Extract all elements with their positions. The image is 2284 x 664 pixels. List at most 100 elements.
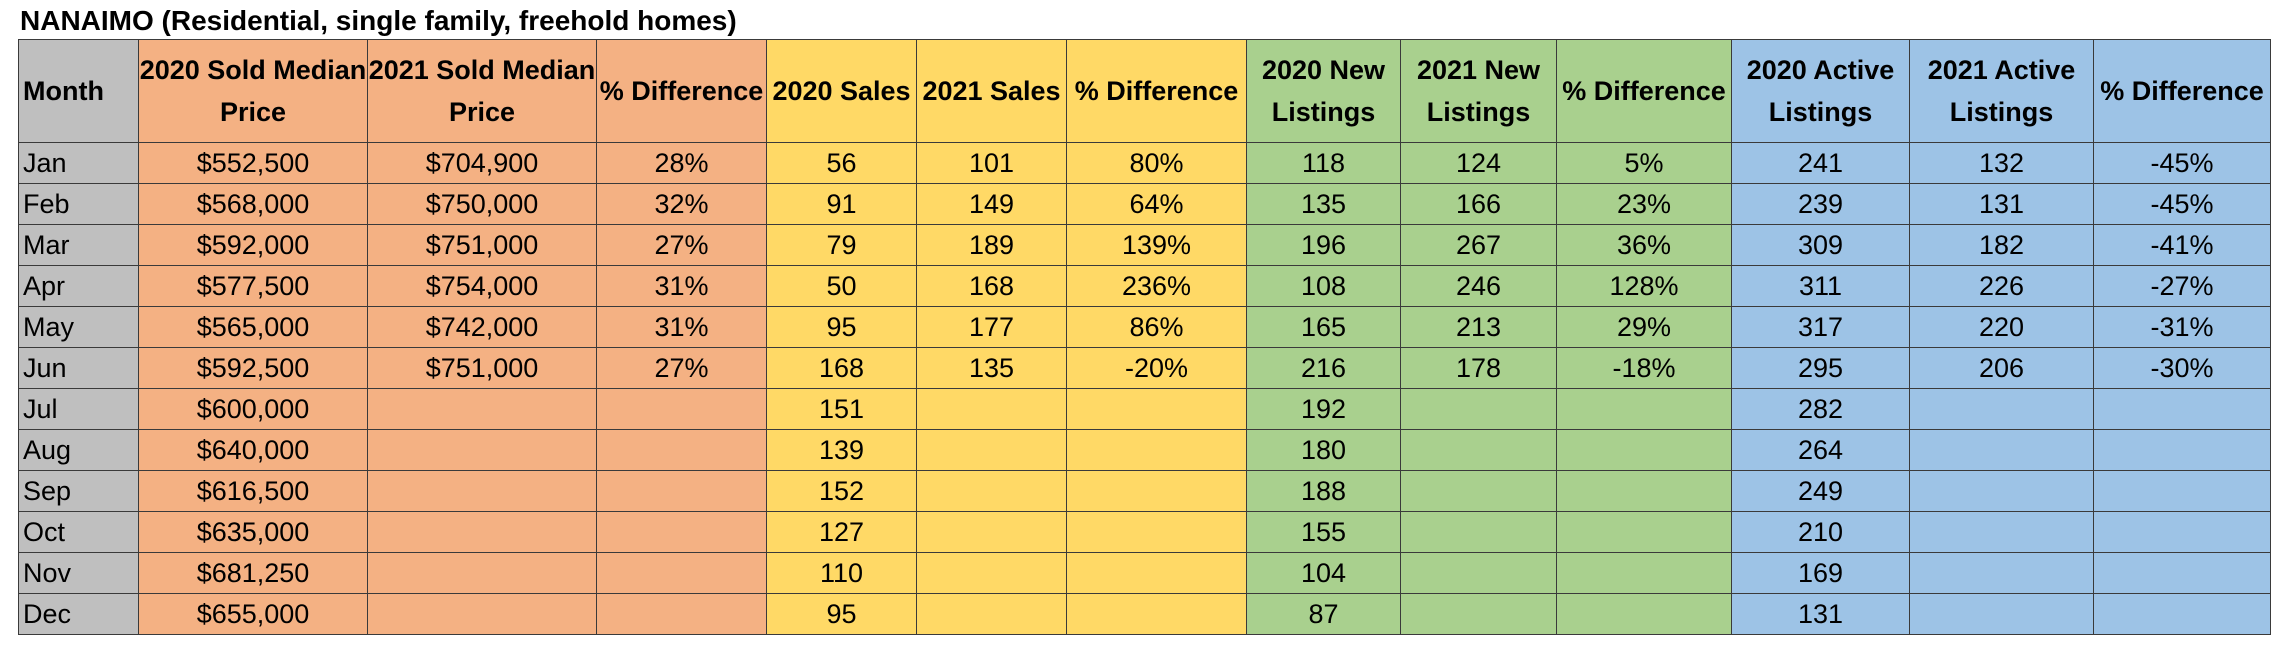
cell-sales-2021 bbox=[916, 388, 1067, 430]
cell-sold-2020: $655,000 bbox=[138, 593, 368, 635]
cell-new-diff bbox=[1556, 388, 1732, 430]
cell-active-diff bbox=[2093, 593, 2271, 635]
cell-new-diff bbox=[1556, 470, 1732, 512]
cell-sales-diff: 139% bbox=[1066, 224, 1247, 266]
cell-active-2021 bbox=[1909, 593, 2094, 635]
cell-active-diff: -45% bbox=[2093, 183, 2271, 225]
cell-sold-diff: 27% bbox=[596, 347, 767, 389]
cell-active-2020: 282 bbox=[1731, 388, 1910, 430]
header-new-2021: 2021 New Listings bbox=[1400, 39, 1557, 143]
cell-new-2020: 165 bbox=[1246, 306, 1401, 348]
cell-active-2020: 169 bbox=[1731, 552, 1910, 594]
cell-active-diff: -30% bbox=[2093, 347, 2271, 389]
cell-sold-2021: $754,000 bbox=[367, 265, 597, 307]
cell-month: Aug bbox=[18, 429, 139, 471]
cell-new-2020: 188 bbox=[1246, 470, 1401, 512]
cell-sales-2020: 152 bbox=[766, 470, 917, 512]
cell-sales-diff: 86% bbox=[1066, 306, 1247, 348]
cell-active-2021: 226 bbox=[1909, 265, 2094, 307]
cell-active-2021: 220 bbox=[1909, 306, 2094, 348]
cell-sold-diff bbox=[596, 511, 767, 553]
cell-new-diff bbox=[1556, 593, 1732, 635]
cell-active-2020: 309 bbox=[1731, 224, 1910, 266]
cell-sold-2020: $640,000 bbox=[138, 429, 368, 471]
cell-month: May bbox=[18, 306, 139, 348]
cell-sales-2020: 168 bbox=[766, 347, 917, 389]
cell-active-2021: 206 bbox=[1909, 347, 2094, 389]
table-row: Oct $635,000 127 155 210 bbox=[18, 511, 2271, 553]
cell-sales-2021: 168 bbox=[916, 265, 1067, 307]
cell-month: Jul bbox=[18, 388, 139, 430]
cell-active-diff: -27% bbox=[2093, 265, 2271, 307]
cell-sales-diff bbox=[1066, 429, 1247, 471]
cell-sold-2020: $568,000 bbox=[138, 183, 368, 225]
cell-month: Dec bbox=[18, 593, 139, 635]
table-row: Feb $568,000 $750,000 32% 91 149 64% 135 166 23% 2… bbox=[18, 183, 2271, 225]
cell-new-2020: 155 bbox=[1246, 511, 1401, 553]
cell-month: Oct bbox=[18, 511, 139, 553]
cell-active-2021 bbox=[1909, 511, 2094, 553]
cell-active-2020: 295 bbox=[1731, 347, 1910, 389]
cell-sales-2020: 79 bbox=[766, 224, 917, 266]
cell-sales-diff: 236% bbox=[1066, 265, 1247, 307]
header-sales-2021: 2021 Sales bbox=[916, 39, 1067, 143]
cell-new-2020: 216 bbox=[1246, 347, 1401, 389]
header-active-2021: 2021 Active Listings bbox=[1909, 39, 2094, 143]
header-new-2020: 2020 New Listings bbox=[1246, 39, 1401, 143]
table-row: Aug $640,000 139 180 264 bbox=[18, 429, 2271, 471]
header-row: Month 2020 Sold Median Price 2021 Sold M… bbox=[18, 39, 2271, 143]
cell-sold-diff bbox=[596, 388, 767, 430]
table-row: Jan $552,500 $704,900 28% 56 101 80% 118 124 5% 24… bbox=[18, 142, 2271, 184]
cell-month: Jan bbox=[18, 142, 139, 184]
header-sold-diff: % Difference bbox=[596, 39, 767, 143]
cell-sold-2021 bbox=[367, 552, 597, 594]
cell-active-2021 bbox=[1909, 552, 2094, 594]
cell-month: Jun bbox=[18, 347, 139, 389]
header-sales-2020: 2020 Sales bbox=[766, 39, 917, 143]
cell-sold-diff: 31% bbox=[596, 265, 767, 307]
cell-sales-diff: -20% bbox=[1066, 347, 1247, 389]
cell-sold-2020: $592,000 bbox=[138, 224, 368, 266]
cell-active-2020: 239 bbox=[1731, 183, 1910, 225]
cell-month: Nov bbox=[18, 552, 139, 594]
table-row: Jun $592,500 $751,000 27% 168 135 -20% 216 178 -1… bbox=[18, 347, 2271, 389]
header-month: Month bbox=[18, 39, 139, 143]
cell-sales-2020: 91 bbox=[766, 183, 917, 225]
cell-sales-2020: 95 bbox=[766, 593, 917, 635]
cell-new-diff bbox=[1556, 429, 1732, 471]
cell-active-2020: 317 bbox=[1731, 306, 1910, 348]
cell-sales-2021: 189 bbox=[916, 224, 1067, 266]
cell-sold-diff: 27% bbox=[596, 224, 767, 266]
cell-sales-diff: 80% bbox=[1066, 142, 1247, 184]
cell-sales-2021: 101 bbox=[916, 142, 1067, 184]
cell-sold-diff bbox=[596, 593, 767, 635]
table-row: Jul $600,000 151 192 282 bbox=[18, 388, 2271, 430]
cell-sold-2020: $577,500 bbox=[138, 265, 368, 307]
cell-sales-2020: 127 bbox=[766, 511, 917, 553]
cell-new-2021 bbox=[1400, 511, 1557, 553]
cell-new-2021: 267 bbox=[1400, 224, 1557, 266]
cell-sold-2021: $750,000 bbox=[367, 183, 597, 225]
cell-active-2020: 249 bbox=[1731, 470, 1910, 512]
table-row: Dec $655,000 95 87 131 bbox=[18, 593, 2271, 635]
cell-active-2021: 131 bbox=[1909, 183, 2094, 225]
cell-active-2021: 132 bbox=[1909, 142, 2094, 184]
table-body: Jan $552,500 $704,900 28% 56 101 80% 118 124 5% 24… bbox=[18, 142, 2271, 635]
header-active-2020: 2020 Active Listings bbox=[1731, 39, 1910, 143]
cell-month: Mar bbox=[18, 224, 139, 266]
cell-new-2020: 196 bbox=[1246, 224, 1401, 266]
cell-active-diff bbox=[2093, 388, 2271, 430]
cell-active-diff bbox=[2093, 552, 2271, 594]
cell-sold-2021: $704,900 bbox=[367, 142, 597, 184]
cell-active-2020: 131 bbox=[1731, 593, 1910, 635]
cell-sales-diff bbox=[1066, 388, 1247, 430]
cell-month: Feb bbox=[18, 183, 139, 225]
cell-sales-2021 bbox=[916, 429, 1067, 471]
cell-sold-diff bbox=[596, 429, 767, 471]
cell-sold-2021: $751,000 bbox=[367, 347, 597, 389]
cell-sales-diff bbox=[1066, 470, 1247, 512]
cell-sales-2021: 135 bbox=[916, 347, 1067, 389]
cell-new-diff: 29% bbox=[1556, 306, 1732, 348]
cell-sales-2021 bbox=[916, 470, 1067, 512]
